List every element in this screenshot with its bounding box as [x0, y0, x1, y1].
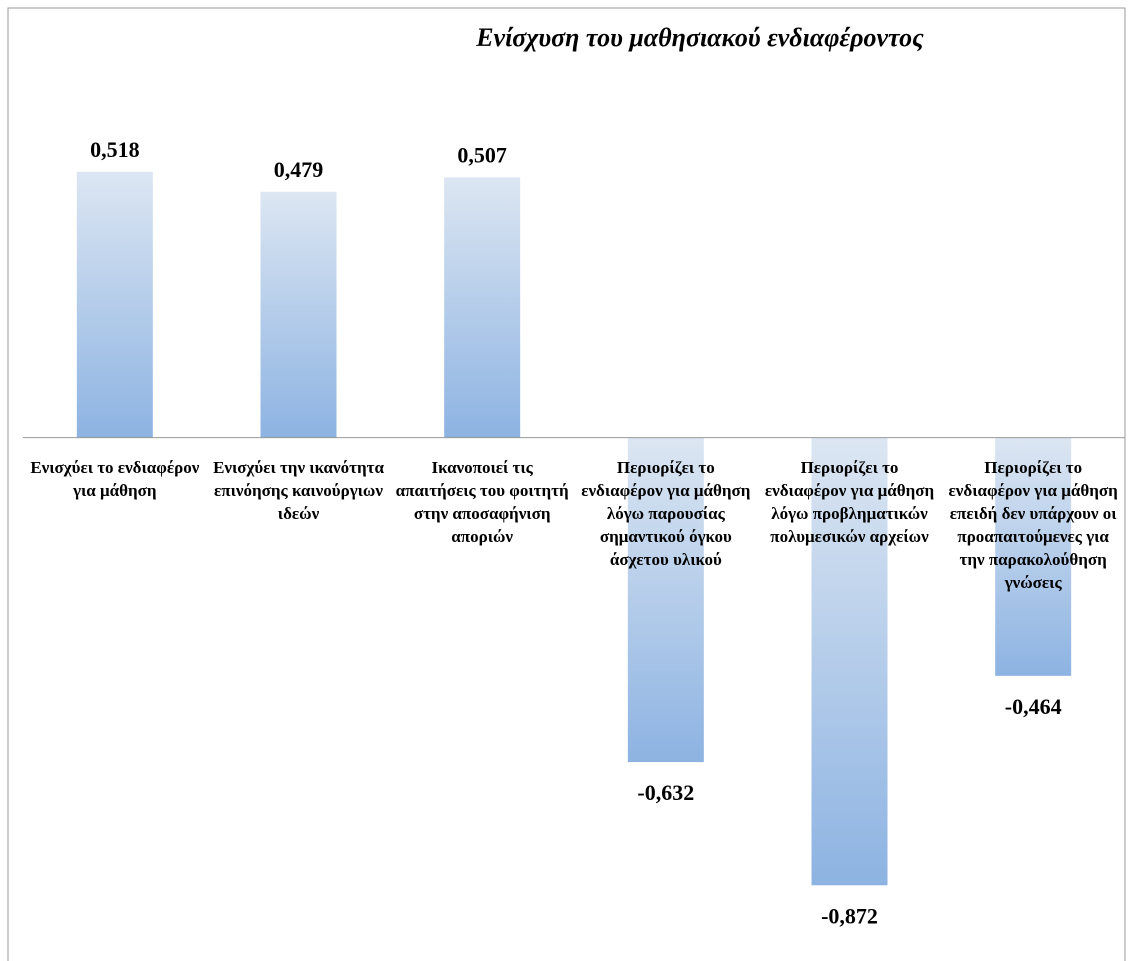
value-label: 0,518 — [90, 137, 140, 162]
value-label: 0,507 — [457, 142, 507, 167]
bar — [627, 437, 704, 763]
bar — [811, 437, 888, 886]
bar — [995, 437, 1072, 676]
chart-title: Ενίσχυση του μαθησιακού ενδιαφέροντος — [475, 23, 924, 52]
bar — [76, 171, 153, 438]
x-tick-label: Ενισχύει την ικανότητα επινόησης καινούρ… — [213, 457, 384, 523]
x-tick-label: Περιορίζει το ενδιαφέρον για μάθηση λόγω… — [581, 457, 751, 569]
x-tick-label: Ενισχύει το ενδιαφέρον για μάθηση — [30, 457, 200, 500]
x-tick-label: Περιορίζει το ενδιαφέρον για μάθηση λόγω… — [764, 457, 935, 546]
x-tick-label: Περιορίζει το ενδιαφέρον για μάθηση επει… — [948, 457, 1118, 592]
bar — [444, 177, 521, 438]
value-label: -0,632 — [637, 780, 694, 805]
chart-frame — [7, 7, 1126, 961]
value-label: -0,872 — [821, 903, 878, 928]
x-tick-label: Ικανοποιεί τις απαιτήσεις του φοιτητή στ… — [395, 457, 569, 546]
bar — [260, 191, 337, 438]
value-label: -0,464 — [1005, 694, 1062, 719]
value-label: 0,479 — [274, 157, 324, 182]
